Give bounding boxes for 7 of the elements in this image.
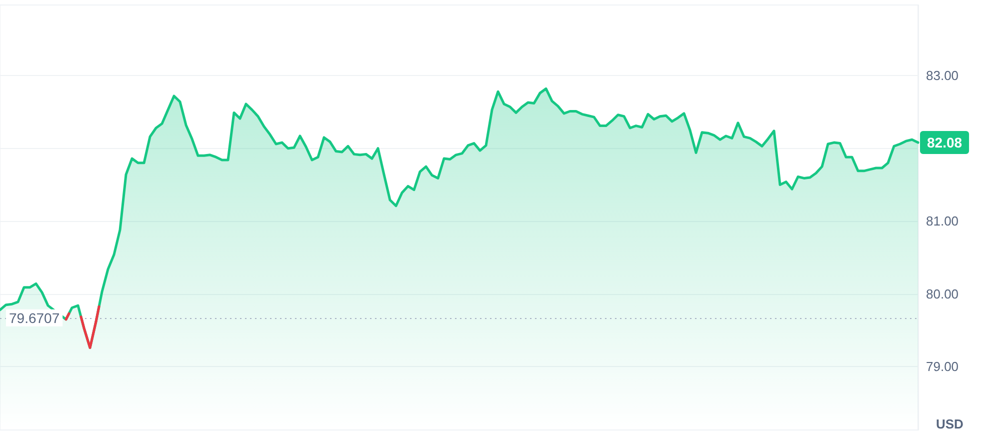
y-tick-label: 81.00: [926, 214, 959, 229]
y-tick-label: 79.00: [926, 359, 959, 374]
ref-line-label: 79.6707: [9, 310, 60, 326]
y-tick-label: 83.00: [926, 68, 959, 84]
data-label: 82.08: [927, 134, 962, 151]
y-axis-title: USD: [936, 416, 964, 432]
y-tick-label: 80.00: [926, 286, 959, 302]
